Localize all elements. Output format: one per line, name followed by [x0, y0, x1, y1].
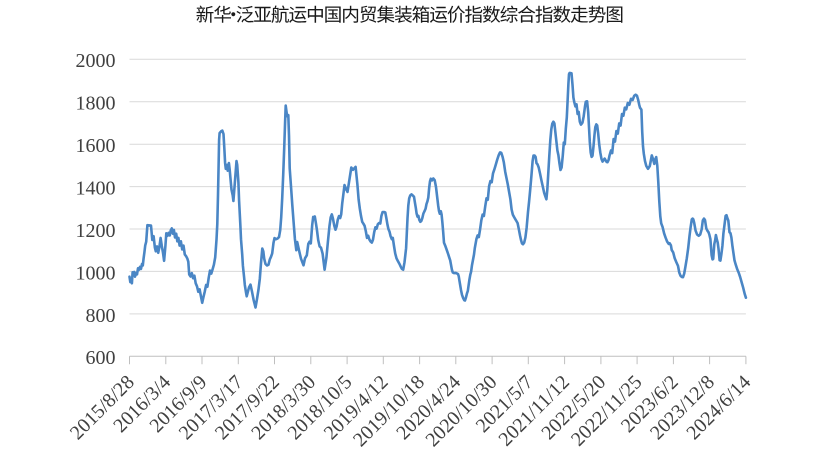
svg-text:1800: 1800 [76, 93, 116, 115]
svg-text:2000: 2000 [76, 50, 116, 72]
svg-text:1000: 1000 [76, 262, 116, 284]
svg-text:1400: 1400 [76, 178, 116, 200]
svg-text:1600: 1600 [76, 135, 116, 157]
svg-text:1200: 1200 [76, 220, 116, 242]
svg-text:800: 800 [86, 305, 116, 327]
svg-text:600: 600 [86, 347, 116, 369]
